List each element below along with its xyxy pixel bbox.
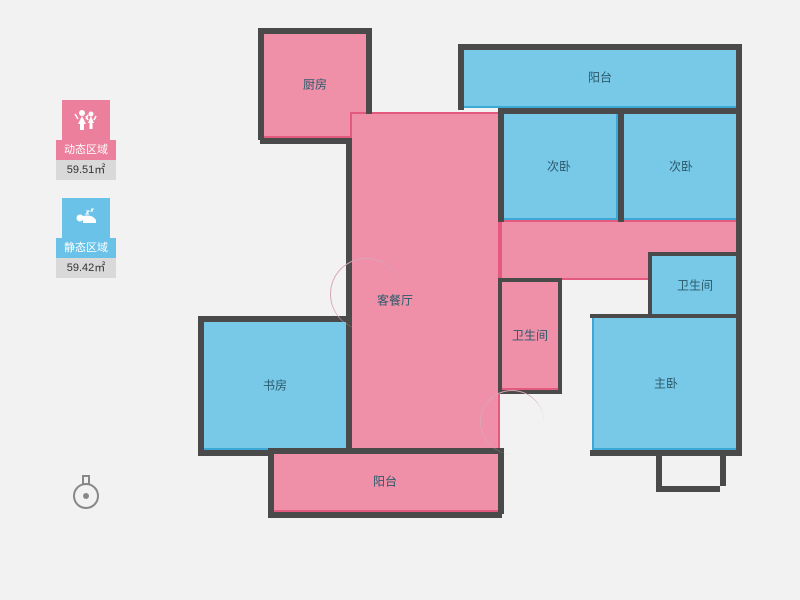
wall-segment [498,278,502,392]
room-label-bed1: 次卧 [547,158,571,175]
legend-static-label: 静态区域 [56,238,116,258]
wall-segment [458,44,742,50]
door-arc [330,258,402,330]
wall-segment [268,512,502,518]
legend-static: 静态区域 59.42㎡ [56,198,116,278]
wall-segment [720,456,726,486]
wall-segment [198,450,270,456]
door-arc [480,390,544,454]
legend-dynamic: 动态区域 59.51㎡ [56,100,116,180]
wall-segment [258,28,372,34]
legend-dynamic-label: 动态区域 [56,140,116,160]
wall-segment [498,108,504,222]
compass-icon [70,472,102,512]
room-label-balc-top: 阳台 [588,69,612,86]
legend-panel: 动态区域 59.51㎡ 静态区域 59.42㎡ [56,100,116,296]
legend-dynamic-value: 59.51㎡ [56,160,116,180]
wall-segment [258,28,264,140]
wall-segment [268,448,502,454]
wall-segment [198,316,204,452]
wall-segment [268,448,274,514]
sleep-icon [62,198,110,238]
legend-static-value: 59.42㎡ [56,258,116,278]
room-label-master: 主卧 [654,375,678,392]
room-label-study: 书房 [263,377,287,394]
wall-segment [736,44,742,110]
wall-segment [656,486,720,492]
floorplan: 厨房客餐厅卫生间阳台次卧次卧卫生间主卧书房阳台 [180,20,760,560]
wall-segment [458,44,464,110]
wall-segment [590,450,740,456]
wall-segment [498,278,562,282]
room-label-kitchen: 厨房 [303,76,327,93]
wall-segment [648,252,742,256]
wall-segment [648,252,652,316]
wall-segment [590,314,742,318]
room-label-bath2: 卫生间 [677,277,713,294]
people-icon [62,100,110,140]
wall-segment [656,456,662,486]
wall-segment [498,448,504,514]
room-label-balc-bot: 阳台 [373,473,397,490]
wall-segment [260,138,350,144]
wall-segment [366,28,372,114]
room-label-bath1: 卫生间 [512,327,548,344]
wall-segment [736,108,742,222]
wall-segment [558,278,562,392]
wall-segment [198,316,352,322]
wall-segment [618,108,624,222]
wall-segment [346,316,352,452]
room-label-bed2: 次卧 [669,158,693,175]
